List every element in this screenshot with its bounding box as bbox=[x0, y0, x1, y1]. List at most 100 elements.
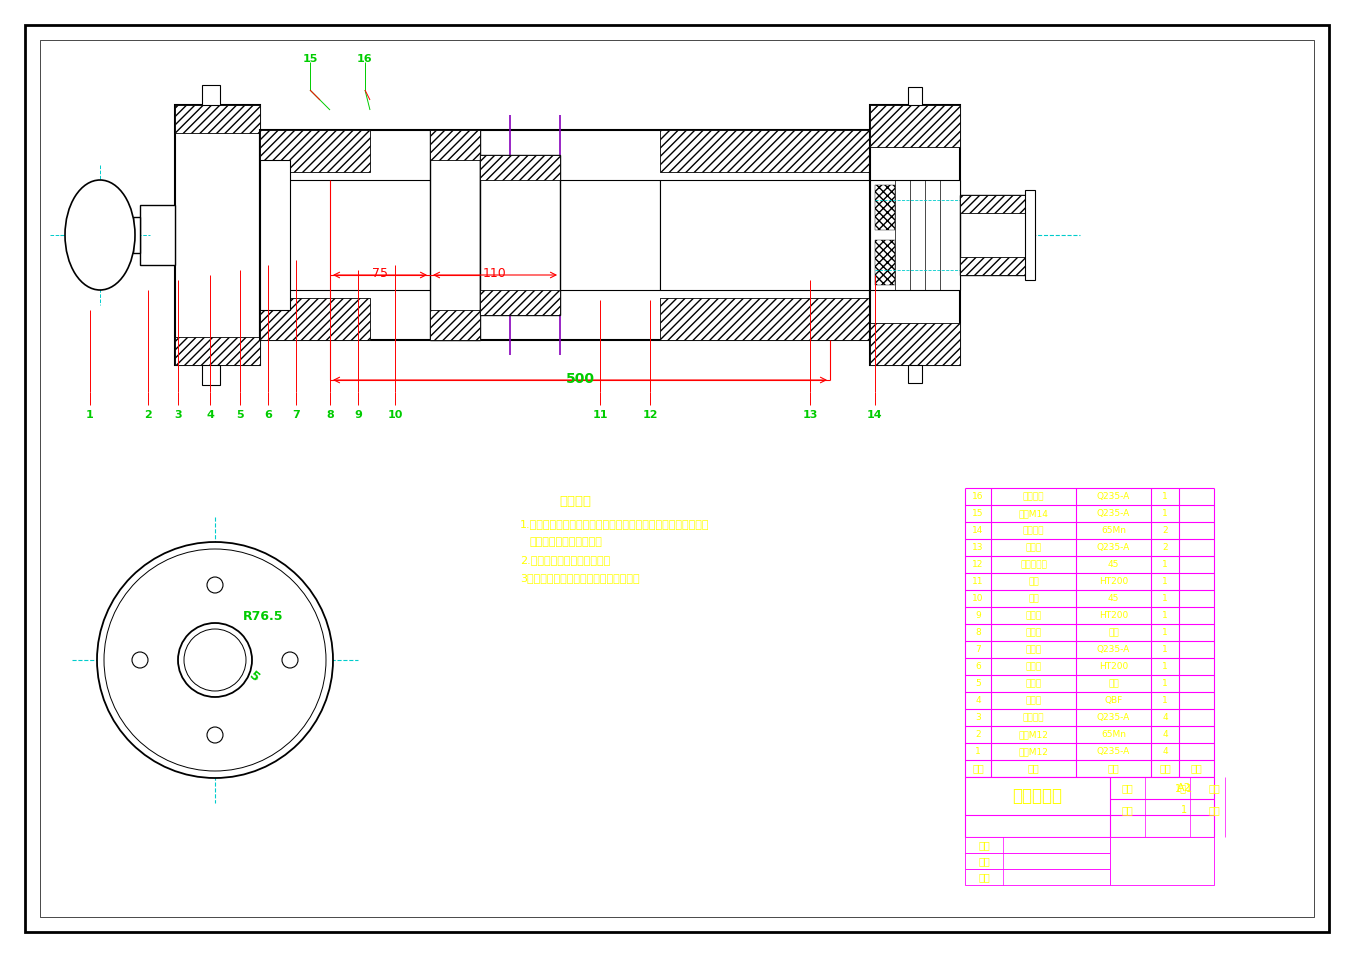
Bar bbox=[202, 85, 219, 105]
Text: 3: 3 bbox=[975, 713, 980, 722]
Bar bbox=[875, 185, 895, 230]
Circle shape bbox=[177, 623, 252, 697]
Bar bbox=[965, 869, 1110, 885]
Text: HT200: HT200 bbox=[1099, 662, 1128, 671]
Text: 15: 15 bbox=[972, 509, 984, 518]
Text: 6: 6 bbox=[975, 662, 980, 671]
Bar bbox=[431, 130, 481, 340]
Text: 5: 5 bbox=[975, 679, 980, 688]
Bar bbox=[960, 257, 1030, 275]
Text: 1: 1 bbox=[1162, 662, 1169, 671]
Text: 15: 15 bbox=[302, 54, 318, 64]
Text: Q235-A: Q235-A bbox=[1097, 509, 1131, 518]
Text: 2: 2 bbox=[1162, 526, 1167, 535]
Text: A2: A2 bbox=[1177, 783, 1192, 793]
Text: 组合密片: 组合密片 bbox=[1022, 713, 1044, 722]
Text: R37.5: R37.5 bbox=[223, 649, 263, 685]
Text: 10: 10 bbox=[387, 410, 402, 420]
Bar bbox=[260, 298, 370, 340]
Text: 13: 13 bbox=[972, 543, 984, 552]
Text: 组合密封: 组合密封 bbox=[1022, 526, 1044, 535]
Bar bbox=[202, 365, 219, 385]
Text: 500: 500 bbox=[566, 372, 594, 386]
Text: 技术要求: 技术要求 bbox=[559, 495, 590, 508]
Bar bbox=[960, 195, 1030, 275]
Text: Q235-A: Q235-A bbox=[1097, 492, 1131, 501]
Bar bbox=[871, 323, 960, 365]
Text: 1: 1 bbox=[1162, 594, 1169, 603]
Text: 活塞杆: 活塞杆 bbox=[1025, 611, 1041, 620]
Text: Q235-A: Q235-A bbox=[1097, 645, 1131, 654]
Text: R76.5: R76.5 bbox=[242, 610, 283, 623]
Text: Q235-A: Q235-A bbox=[1097, 747, 1131, 756]
Text: 11: 11 bbox=[972, 577, 984, 586]
Text: 3测试圆压进行试验，并符合规范要求。: 3测试圆压进行试验，并符合规范要求。 bbox=[520, 573, 639, 583]
Bar bbox=[139, 205, 175, 265]
Circle shape bbox=[207, 727, 223, 743]
Circle shape bbox=[97, 542, 333, 778]
Text: 1.装配前，所有零件必须用清洗干净，缸内不允许有任何杂物，: 1.装配前，所有零件必须用清洗干净，缸内不允许有任何杂物， bbox=[520, 519, 709, 529]
Text: 110: 110 bbox=[483, 267, 506, 280]
Text: 名称: 名称 bbox=[1028, 764, 1040, 773]
Text: 推进液压缸: 推进液压缸 bbox=[1011, 787, 1062, 805]
Text: 1: 1 bbox=[87, 410, 93, 420]
Bar bbox=[965, 777, 1215, 837]
Text: 审批: 审批 bbox=[978, 872, 990, 882]
Text: 45: 45 bbox=[1108, 594, 1120, 603]
Bar bbox=[481, 155, 561, 180]
Bar bbox=[659, 130, 871, 172]
Bar bbox=[260, 180, 659, 290]
Text: 4: 4 bbox=[1162, 730, 1167, 739]
Text: 1: 1 bbox=[1162, 696, 1169, 705]
Bar bbox=[431, 130, 481, 160]
Text: Q235-A: Q235-A bbox=[1097, 713, 1131, 722]
Text: 16: 16 bbox=[972, 492, 984, 501]
Bar bbox=[965, 837, 1110, 853]
Bar bbox=[909, 87, 922, 105]
Text: 6: 6 bbox=[264, 410, 272, 420]
Bar bbox=[260, 130, 871, 340]
Circle shape bbox=[131, 652, 148, 668]
Ellipse shape bbox=[65, 180, 135, 290]
Text: 联结M12: 联结M12 bbox=[1018, 747, 1048, 756]
Bar bbox=[871, 180, 960, 290]
Text: 1: 1 bbox=[1162, 645, 1169, 654]
Bar bbox=[133, 217, 139, 253]
Text: 数量: 数量 bbox=[1121, 805, 1133, 815]
Text: 12: 12 bbox=[972, 560, 984, 569]
Bar bbox=[431, 310, 481, 340]
Bar bbox=[659, 298, 871, 340]
Circle shape bbox=[207, 577, 223, 593]
Text: 内使用液压油清洗干净。: 内使用液压油清洗干净。 bbox=[529, 537, 603, 547]
Bar bbox=[481, 290, 561, 315]
Text: 4: 4 bbox=[1162, 713, 1167, 722]
Text: 2.液压缸外表面涂灰色油漆。: 2.液压缸外表面涂灰色油漆。 bbox=[520, 555, 611, 565]
Text: HT200: HT200 bbox=[1099, 577, 1128, 586]
Text: 组合密: 组合密 bbox=[1025, 696, 1041, 705]
Bar bbox=[1025, 190, 1034, 280]
Text: 重量: 重量 bbox=[1208, 805, 1220, 815]
Text: 元件密封圈: 元件密封圈 bbox=[1020, 560, 1047, 569]
Text: 活塞: 活塞 bbox=[1028, 577, 1039, 586]
Text: 8: 8 bbox=[326, 410, 334, 420]
Text: 45: 45 bbox=[1108, 560, 1120, 569]
Text: 排气陡: 排气陡 bbox=[1025, 543, 1041, 552]
Text: 比例: 比例 bbox=[1121, 783, 1133, 793]
Text: 校核: 校核 bbox=[978, 856, 990, 866]
Text: Q235-A: Q235-A bbox=[1097, 543, 1131, 552]
Text: 活山: 活山 bbox=[1028, 594, 1039, 603]
Text: 16: 16 bbox=[357, 54, 372, 64]
Text: 65Mn: 65Mn bbox=[1101, 526, 1127, 535]
Text: 2: 2 bbox=[1162, 543, 1167, 552]
Text: HT200: HT200 bbox=[1099, 611, 1128, 620]
Bar bbox=[260, 160, 290, 310]
Text: 65Mn: 65Mn bbox=[1101, 730, 1127, 739]
Bar bbox=[175, 105, 260, 133]
Text: 数量: 数量 bbox=[1159, 764, 1171, 773]
Bar bbox=[175, 105, 260, 365]
Bar bbox=[871, 105, 960, 147]
Text: 1: 1 bbox=[1162, 492, 1169, 501]
Bar bbox=[175, 337, 260, 365]
Bar bbox=[260, 130, 370, 172]
Text: 备注: 备注 bbox=[1190, 764, 1202, 773]
